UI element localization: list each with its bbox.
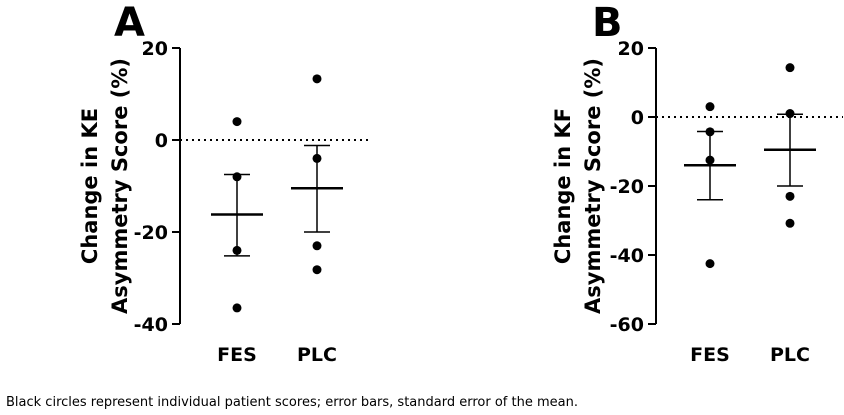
data-point — [785, 109, 795, 119]
y-tick-label: 0 — [155, 130, 168, 152]
x-category-label: FES — [690, 344, 730, 366]
y-axis-label: Change in KF — [551, 108, 575, 264]
data-point — [705, 259, 715, 269]
data-point — [785, 191, 795, 201]
data-point — [312, 153, 322, 163]
y-tick-label: 20 — [142, 38, 168, 60]
data-point — [705, 102, 715, 112]
y-axis-label: Asymmetry Score (%) — [108, 58, 132, 314]
y-tick-label: -40 — [610, 245, 644, 267]
data-point — [312, 74, 322, 84]
data-point — [312, 265, 322, 275]
data-point — [232, 117, 242, 127]
y-axis-label: Change in KE — [78, 108, 102, 264]
data-point — [785, 63, 795, 73]
y-tick-label: -40 — [134, 314, 168, 336]
x-category-label: PLC — [297, 344, 337, 366]
data-point — [232, 172, 242, 182]
figure-caption: Black circles represent individual patie… — [6, 395, 578, 410]
chart-panel-a: A20 0 -20 -40 Change in KE Asymmetry Score (%… — [78, 0, 372, 366]
y-tick-label: -20 — [610, 176, 644, 198]
y-tick-label: -60 — [610, 314, 644, 336]
data-point — [785, 218, 795, 228]
y-tick-label: 0 — [631, 107, 644, 129]
data-point — [705, 127, 715, 137]
y-tick-label: 20 — [618, 38, 644, 60]
x-category-label: FES — [217, 344, 257, 366]
data-point — [312, 241, 322, 251]
panel-letter: A — [114, 0, 145, 46]
chart-panel-b: B20 0 -20 -40 -60 Change in KF Asymmetry Score… — [551, 0, 843, 366]
y-tick-label: -20 — [134, 222, 168, 244]
data-point — [232, 303, 242, 313]
panel-letter: B — [592, 0, 623, 46]
data-point — [705, 155, 715, 165]
data-point — [232, 245, 242, 255]
y-axis-label: Asymmetry Score (%) — [581, 58, 605, 314]
x-category-label: PLC — [770, 344, 810, 366]
